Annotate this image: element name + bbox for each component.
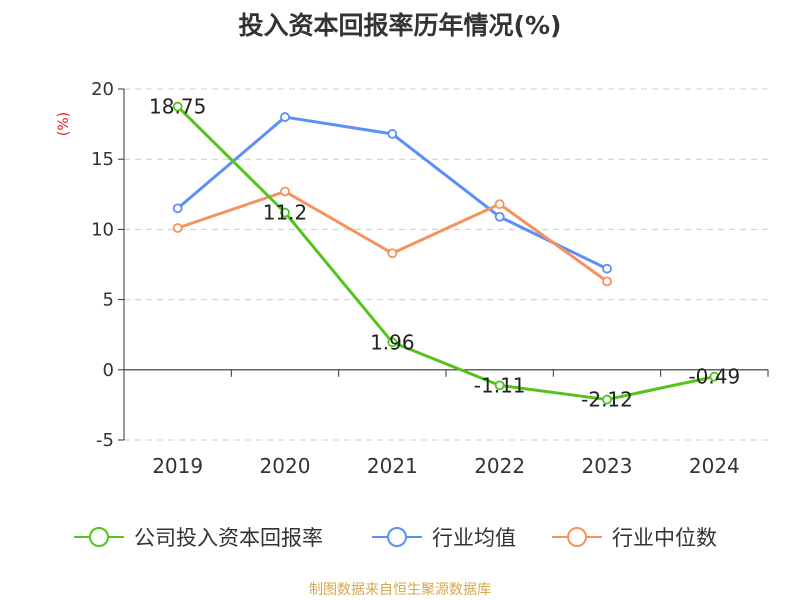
data-point [494,199,505,210]
series-line [177,189,608,283]
legend-label: 行业均值 [432,526,516,550]
data-point [494,211,505,222]
data-label: -1.11 [474,373,526,397]
data-labels: 18.75 11.2 1.96 -1.11 -2.12 -0.49 [149,95,740,412]
y-tick-label: 10 [91,219,114,240]
data-point [172,203,183,214]
x-tick-label: 2024 [689,454,740,478]
data-point [280,207,290,218]
series-lines [172,101,720,405]
y-tick-label: 0 [103,360,114,381]
data-point [494,380,505,391]
legend-label: 行业中位数 [612,526,717,550]
y-tick-label: -5 [96,430,114,451]
axes: 20 15 10 5 0 -5 (%) 2019 2020 2021 2022 2023 2024 [56,79,769,478]
y-tick-label: 20 [91,79,114,100]
data-point [602,276,612,287]
data-point [280,112,290,122]
data-point [602,263,612,274]
chart-title: 投入资本回报率历年情况(%) [238,11,562,40]
data-point [709,371,720,382]
data-point [172,223,183,233]
legend-label: 公司投入资本回报率 [134,526,323,550]
data-point [387,248,398,259]
series-line [176,115,608,271]
data-point [602,394,612,405]
source-note: 制图数据来自恒生聚源数据库 [309,582,491,598]
data-label: 1.96 [370,330,415,354]
data-point [280,186,290,197]
y-axis-label: (%) [56,112,72,136]
x-tick-label: 2023 [582,454,633,478]
data-label: 11.2 [263,201,308,225]
x-tick-label: 2021 [367,454,418,478]
y-tick-label: 5 [103,290,114,311]
data-label: 18.75 [149,95,206,119]
y-tick-label: 15 [91,149,114,170]
data-point [172,101,183,112]
data-point [387,129,398,139]
legend-marker [387,527,407,547]
data-point [387,337,398,348]
x-tick-label: 2019 [152,454,203,478]
legend-marker [567,527,587,547]
x-tick-label: 2022 [474,454,525,478]
x-tick-label: 2020 [260,454,311,478]
series-line [176,105,715,402]
data-label: -0.49 [688,365,740,389]
legend: 公司投入资本回报率 行业均值 行业中位数 [74,526,717,550]
legend-marker [89,527,109,547]
data-label: -2.12 [581,388,633,412]
